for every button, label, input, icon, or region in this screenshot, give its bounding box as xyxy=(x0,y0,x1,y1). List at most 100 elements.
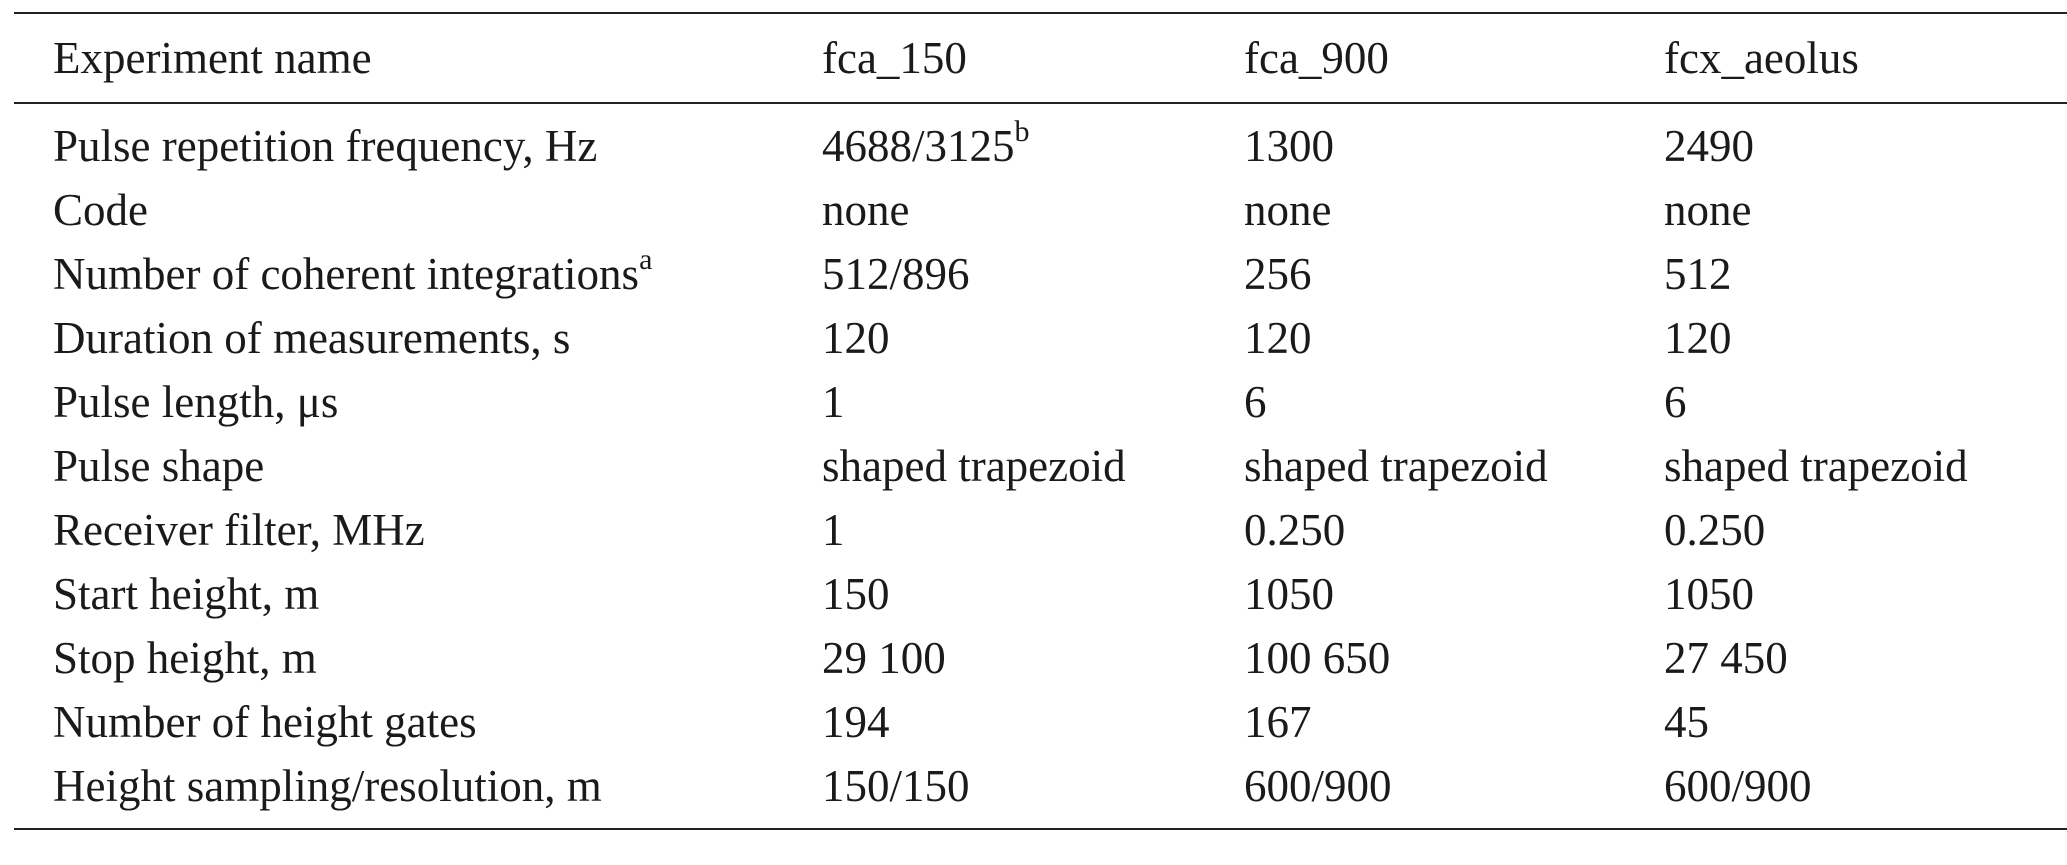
cell-fca-150-text: 1 xyxy=(822,377,845,427)
cell-fca-900: 256 xyxy=(1244,242,1312,306)
row-label-text: Stop height, m xyxy=(53,633,317,683)
cell-fcx-aeolus: 27 450 xyxy=(1664,626,1788,690)
column-header: fcx_aeolus xyxy=(1664,33,1859,83)
column-header: fca_900 xyxy=(1244,33,1389,83)
cell-fca-900-text: none xyxy=(1244,185,1332,235)
cell-fca-150: 150 xyxy=(822,562,890,626)
cell-fca-150: 29 100 xyxy=(822,626,946,690)
cell-fca-150: 150/150 xyxy=(822,754,970,818)
cell-fcx-aeolus-text: 2490 xyxy=(1664,121,1754,171)
cell-fca-150: 120 xyxy=(822,306,890,370)
column-header: fca_150 xyxy=(822,33,967,83)
column-header: Experiment name xyxy=(53,33,372,83)
cell-fca-150-text: 512/896 xyxy=(822,249,970,299)
footnote-marker: a xyxy=(639,243,653,276)
table-row: Number of height gates 194 167 45 xyxy=(14,690,2067,754)
cell-fca-150-text: 150 xyxy=(822,569,890,619)
row-label: Pulse shape xyxy=(53,434,264,498)
cell-fca-900: shaped trapezoid xyxy=(1244,434,1548,498)
cell-fca-150-text: shaped trapezoid xyxy=(822,441,1126,491)
footnote-marker: b xyxy=(1014,115,1030,148)
row-label: Number of height gates xyxy=(53,690,477,754)
cell-fca-150-text: 1 xyxy=(822,505,845,555)
cell-fca-150-text: 120 xyxy=(822,313,890,363)
row-label-text: Number of height gates xyxy=(53,697,477,747)
cell-fcx-aeolus: 512 xyxy=(1664,242,1732,306)
cell-fca-900-text: 120 xyxy=(1244,313,1312,363)
row-label: Stop height, m xyxy=(53,626,317,690)
row-label-text: Duration of measurements, s xyxy=(53,313,571,363)
row-label-text: Pulse length, μs xyxy=(53,377,339,427)
cell-fca-900-text: 100 650 xyxy=(1244,633,1391,683)
cell-fcx-aeolus: 45 xyxy=(1664,690,1709,754)
cell-fca-900: 600/900 xyxy=(1244,754,1392,818)
row-label: Receiver filter, MHz xyxy=(53,498,425,562)
cell-fca-150-text: none xyxy=(822,185,910,235)
cell-fcx-aeolus-text: 27 450 xyxy=(1664,633,1788,683)
row-label-text: Number of coherent integrations xyxy=(53,249,640,299)
row-label: Pulse length, μs xyxy=(53,370,338,434)
experiment-parameters-table: Experiment name fca_150 fca_900 fcx_aeol… xyxy=(14,12,2067,830)
row-label-text: Pulse shape xyxy=(53,441,265,491)
table-header-row: Experiment name fca_150 fca_900 fcx_aeol… xyxy=(14,14,2067,102)
cell-fca-150: shaped trapezoid xyxy=(822,434,1126,498)
cell-fca-900-text: 1050 xyxy=(1244,569,1334,619)
row-label: Start height, m xyxy=(53,562,319,626)
cell-fca-900: 167 xyxy=(1244,690,1312,754)
table-row: Pulse shape shaped trapezoid shaped trapez… xyxy=(14,434,2067,498)
cell-fcx-aeolus: none xyxy=(1664,178,1751,242)
table-row: Height sampling/resolution, m 150/150 600/… xyxy=(14,754,2067,818)
cell-fca-150: 1 xyxy=(822,370,845,434)
cell-fca-900-text: 167 xyxy=(1244,697,1312,747)
cell-fca-900-text: 6 xyxy=(1244,377,1267,427)
row-label-text: Start height, m xyxy=(53,569,320,619)
cell-fcx-aeolus: shaped trapezoid xyxy=(1664,434,1968,498)
cell-fcx-aeolus: 1050 xyxy=(1664,562,1754,626)
cell-fca-900: 0.250 xyxy=(1244,498,1345,562)
cell-fca-150-text: 194 xyxy=(822,697,890,747)
cell-fca-900-text: 0.250 xyxy=(1244,505,1346,555)
row-label-text: Pulse repetition frequency, Hz xyxy=(53,121,598,171)
cell-fca-150-text: 4688/3125 xyxy=(822,121,1015,171)
cell-fcx-aeolus: 0.250 xyxy=(1664,498,1765,562)
cell-fca-150: 1 xyxy=(822,498,845,562)
table-row: Pulse length, μs 1 6 6 xyxy=(14,370,2067,434)
cell-fca-150-text: 29 100 xyxy=(822,633,946,683)
cell-fcx-aeolus: 600/900 xyxy=(1664,754,1812,818)
cell-fcx-aeolus-text: 6 xyxy=(1664,377,1687,427)
cell-fca-900-text: shaped trapezoid xyxy=(1244,441,1548,491)
cell-fcx-aeolus: 6 xyxy=(1664,370,1687,434)
table-row: Start height, m 150 1050 1050 xyxy=(14,562,2067,626)
table-row: Duration of measurements, s 120 120 120 xyxy=(14,306,2067,370)
cell-fca-900: 120 xyxy=(1244,306,1312,370)
cell-fca-150: 512/896 xyxy=(822,242,970,306)
row-label-text: Receiver filter, MHz xyxy=(53,505,425,555)
cell-fcx-aeolus-text: 600/900 xyxy=(1664,761,1812,811)
header-rule xyxy=(14,102,2067,104)
cell-fca-900: 100 650 xyxy=(1244,626,1390,690)
cell-fcx-aeolus-text: 120 xyxy=(1664,313,1732,363)
cell-fcx-aeolus-text: shaped trapezoid xyxy=(1664,441,1968,491)
cell-fca-900-text: 256 xyxy=(1244,249,1312,299)
cell-fcx-aeolus-text: 0.250 xyxy=(1664,505,1766,555)
bottom-rule xyxy=(14,828,2067,830)
cell-fcx-aeolus-text: 45 xyxy=(1664,697,1709,747)
cell-fca-900: none xyxy=(1244,178,1331,242)
top-rule xyxy=(14,12,2067,14)
table-body: Pulse repetition frequency, Hz 4688/3125b… xyxy=(14,104,2067,828)
row-label: Code xyxy=(53,178,148,242)
cell-fca-150: 4688/3125b xyxy=(822,114,1030,178)
cell-fca-900: 6 xyxy=(1244,370,1267,434)
row-label: Height sampling/resolution, m xyxy=(53,754,602,818)
cell-fcx-aeolus-text: 512 xyxy=(1664,249,1732,299)
cell-fcx-aeolus-text: 1050 xyxy=(1664,569,1754,619)
table-row: Number of coherent integrationsa 512/896 2… xyxy=(14,242,2067,306)
row-label-text: Height sampling/resolution, m xyxy=(53,761,602,811)
cell-fca-900: 1050 xyxy=(1244,562,1334,626)
cell-fca-900-text: 1300 xyxy=(1244,121,1334,171)
cell-fca-900: 1300 xyxy=(1244,114,1334,178)
table-row: Pulse repetition frequency, Hz 4688/3125b… xyxy=(14,114,2067,178)
row-label: Number of coherent integrationsa xyxy=(53,242,652,306)
table-row: Code none none none xyxy=(14,178,2067,242)
table-row: Stop height, m 29 100 100 650 27 450 xyxy=(14,626,2067,690)
